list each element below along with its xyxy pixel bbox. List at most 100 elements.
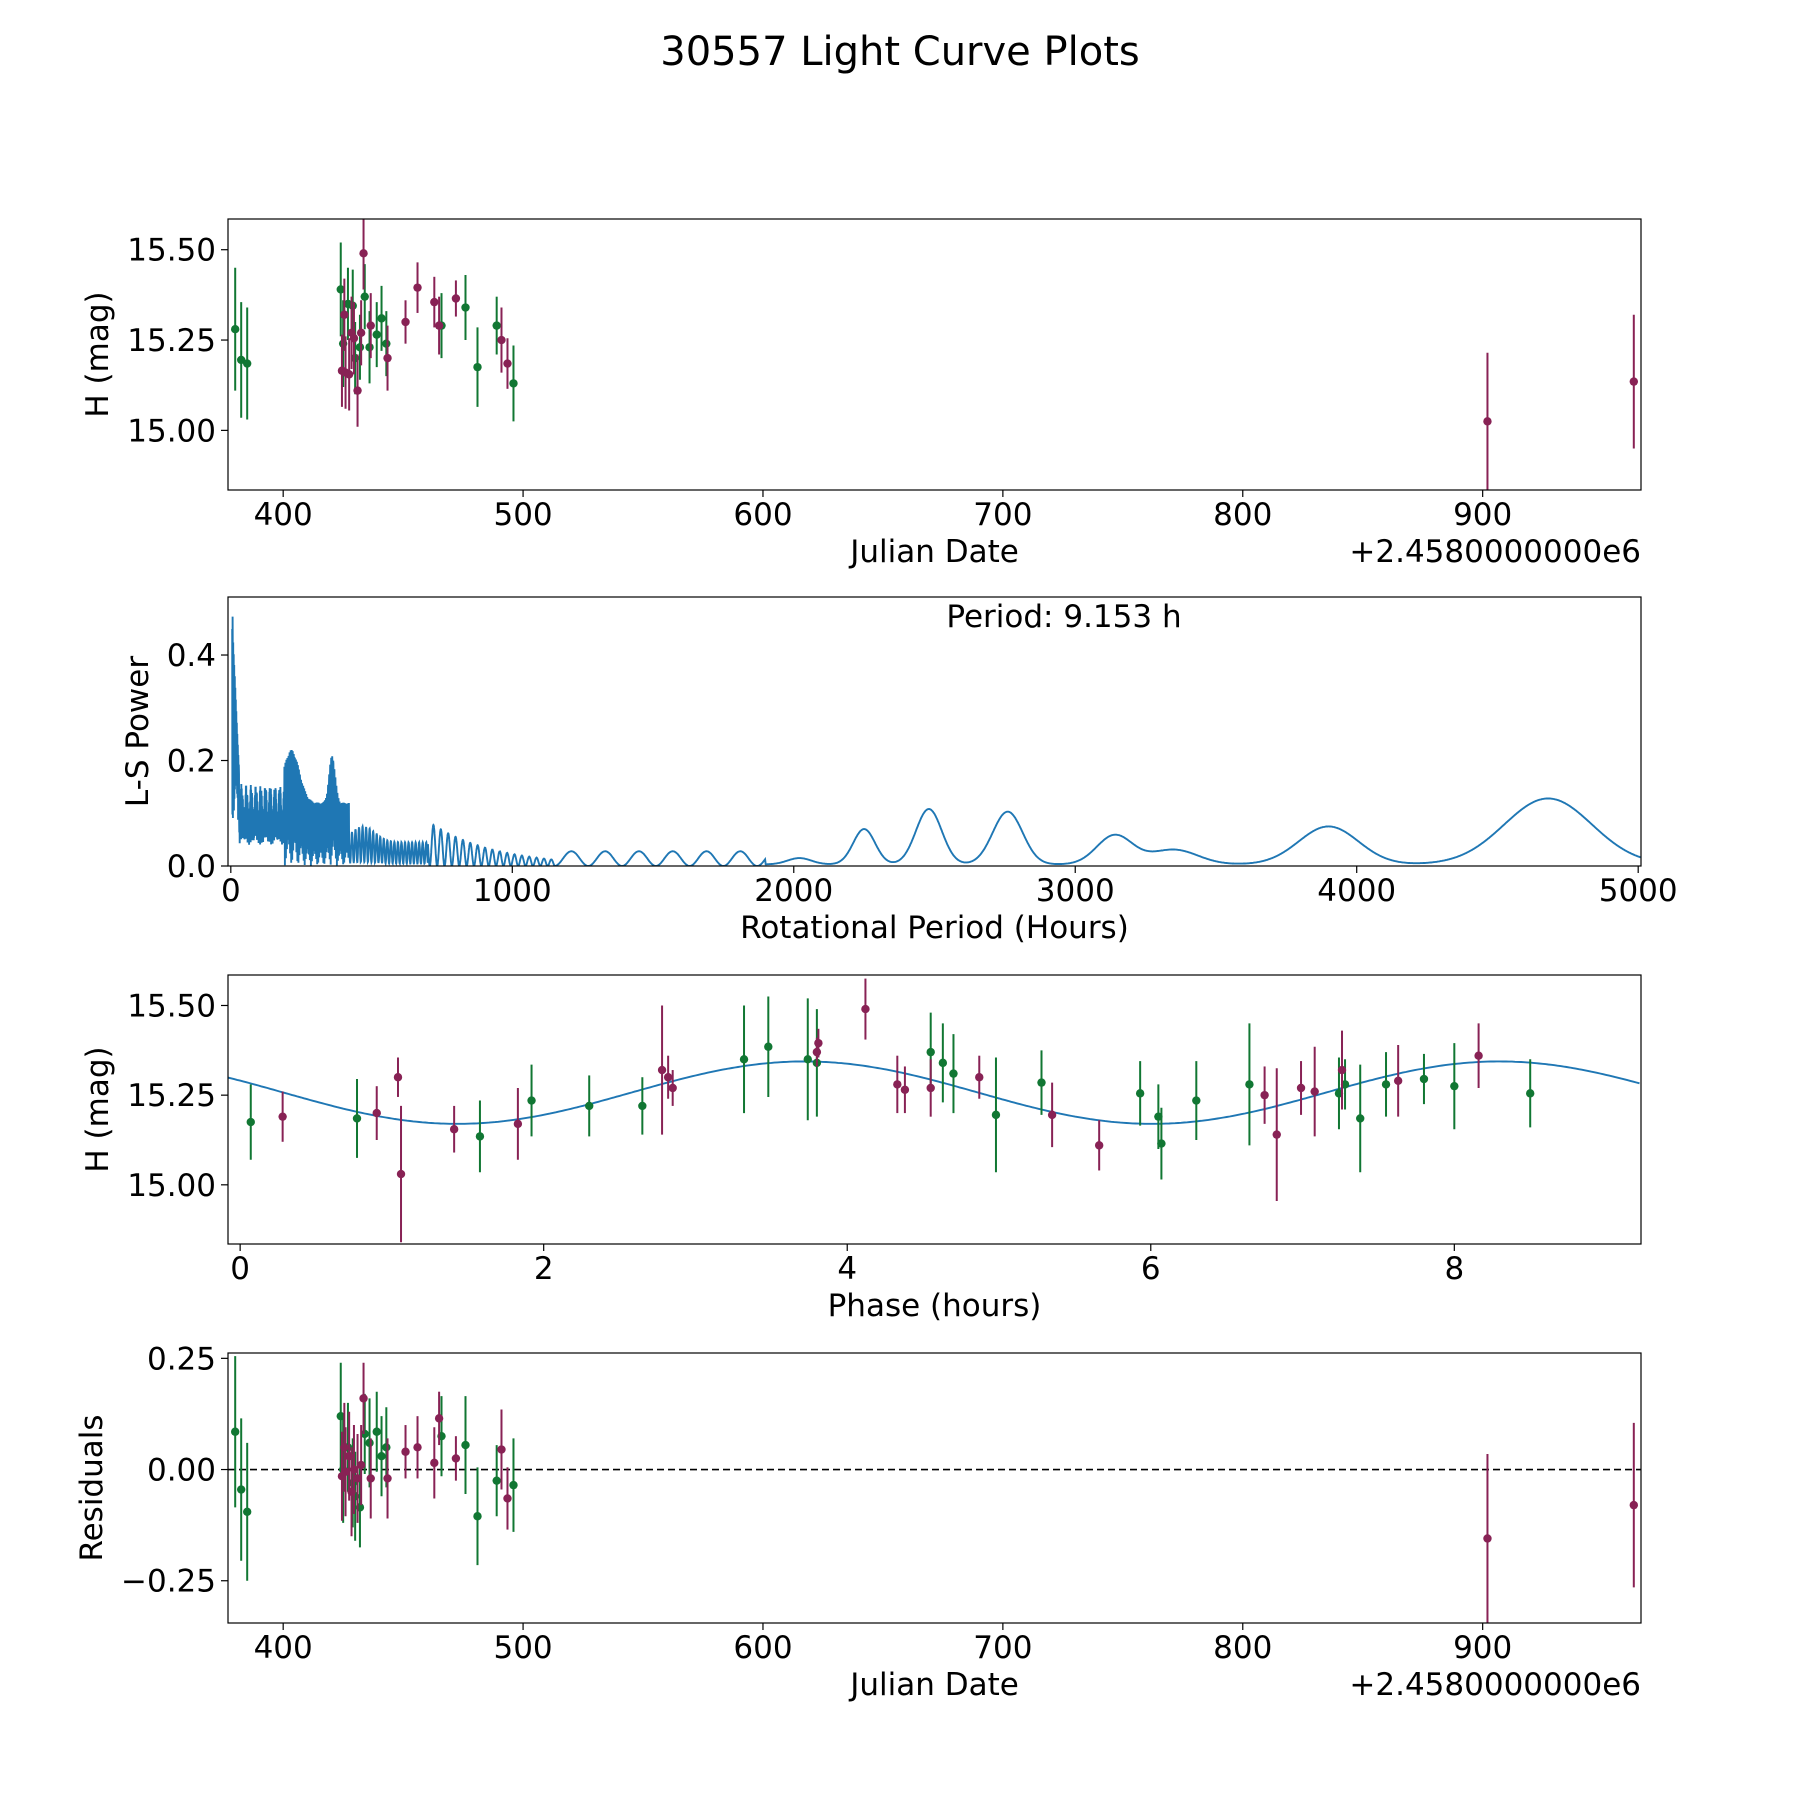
series-green	[230, 242, 518, 422]
data-point	[1629, 1500, 1639, 1510]
data-point	[353, 386, 362, 395]
data-point	[503, 1494, 512, 1503]
y-axis-label: H (mag)	[80, 1046, 116, 1172]
x-axis-label: Julian Date	[848, 534, 1019, 570]
y-tick-label: −0.25	[121, 1564, 216, 1600]
data-point	[1245, 1080, 1254, 1089]
data-point	[430, 1458, 439, 1468]
x-tick-label: 8	[1444, 1251, 1464, 1287]
data-point	[344, 370, 354, 379]
data-point	[1474, 1051, 1483, 1060]
data-point	[473, 362, 482, 372]
data-point	[401, 1447, 410, 1456]
series-magenta	[337, 219, 1639, 490]
axes-frame	[227, 596, 1642, 867]
data-point	[365, 343, 374, 352]
data-point	[359, 249, 368, 258]
data-point	[382, 1443, 391, 1452]
data-point	[975, 1073, 984, 1082]
data-point	[1037, 1078, 1046, 1087]
data-point	[1296, 1083, 1306, 1093]
data-point	[1135, 1089, 1145, 1098]
y-tick-label: 0.25	[147, 1341, 216, 1377]
data-point	[278, 1112, 287, 1121]
data-point	[492, 321, 501, 330]
data-point	[383, 1474, 392, 1483]
period-annotation: Period: 9.153 h	[946, 599, 1181, 635]
data-point	[513, 1119, 523, 1129]
series-magenta	[278, 978, 1483, 1243]
x-tick-label: 700	[973, 1630, 1032, 1666]
data-point	[242, 1507, 252, 1516]
panel-periodogram: 0 1000 2000 3000 4000 5000 0.0 0.2 0.4 Rotational…	[120, 596, 1678, 946]
data-point	[413, 283, 422, 292]
data-point	[585, 1101, 594, 1111]
x-tick-label: 4	[837, 1251, 857, 1287]
x-tick-label: 0	[230, 1251, 250, 1287]
x-tick-label: 400	[254, 1630, 313, 1666]
data-point	[1381, 1080, 1391, 1089]
data-point	[509, 1480, 518, 1490]
data-point	[230, 1427, 240, 1436]
data-point	[475, 1132, 485, 1141]
data-point	[1094, 1141, 1104, 1150]
data-point	[461, 1440, 470, 1450]
data-point	[383, 353, 392, 363]
y-axis-label: L-S Power	[120, 656, 156, 807]
data-point	[497, 1445, 506, 1454]
data-point	[991, 1110, 1001, 1120]
y-tick-label: 15.00	[127, 1168, 216, 1204]
series-green	[246, 996, 1535, 1180]
data-point	[926, 1047, 935, 1057]
data-point	[230, 325, 240, 334]
y-tick-label: 15.50	[127, 988, 216, 1024]
data-point	[663, 1073, 673, 1082]
data-point	[1356, 1114, 1365, 1123]
data-point	[527, 1096, 536, 1105]
data-point	[1419, 1074, 1429, 1084]
data-point	[366, 1474, 375, 1483]
data-point	[938, 1058, 948, 1068]
data-point	[764, 1042, 773, 1051]
y-tick-label: 0.2	[167, 744, 216, 780]
data-point	[349, 1465, 359, 1474]
data-point	[393, 1073, 403, 1082]
data-point	[246, 1117, 255, 1127]
x-tick-label: 3000	[1036, 873, 1115, 909]
x-offset-label: +2.4580000000e6	[1349, 534, 1641, 570]
axes-frame	[227, 1352, 1642, 1624]
data-point	[336, 285, 345, 294]
data-point	[353, 1474, 362, 1483]
data-point	[372, 330, 381, 339]
data-point	[1393, 1076, 1403, 1086]
x-tick-label: 900	[1453, 497, 1512, 533]
data-point	[803, 1055, 812, 1064]
data-point	[377, 314, 386, 323]
data-point	[461, 303, 470, 312]
y-tick-label: 15.25	[127, 1078, 216, 1114]
data-point	[396, 1169, 406, 1179]
data-point	[657, 1065, 667, 1075]
axes-frame	[227, 974, 1642, 1245]
panel-light-curve: 400 500 600 700 800 900 15.00 15.25 15.50 Julian …	[80, 218, 1642, 570]
data-point	[348, 301, 357, 310]
plot-area	[230, 219, 1639, 490]
x-offset-label: +2.4580000000e6	[1349, 1667, 1641, 1703]
data-point	[451, 1454, 461, 1463]
data-point	[1272, 1130, 1281, 1139]
series-magenta	[337, 1362, 1639, 1623]
data-point	[382, 339, 391, 348]
x-axis-label: Julian Date	[848, 1667, 1019, 1703]
data-point	[1260, 1090, 1269, 1100]
data-point	[492, 1476, 501, 1485]
data-point	[340, 1443, 349, 1452]
data-point	[451, 294, 461, 303]
data-point	[372, 1427, 381, 1436]
x-tick-label: 4000	[1317, 873, 1396, 909]
x-tick-label: 900	[1453, 1630, 1512, 1666]
x-tick-label: 600	[733, 497, 792, 533]
x-axis-label: Phase (hours)	[828, 1288, 1042, 1324]
data-point	[739, 1055, 749, 1064]
data-point	[497, 335, 506, 345]
